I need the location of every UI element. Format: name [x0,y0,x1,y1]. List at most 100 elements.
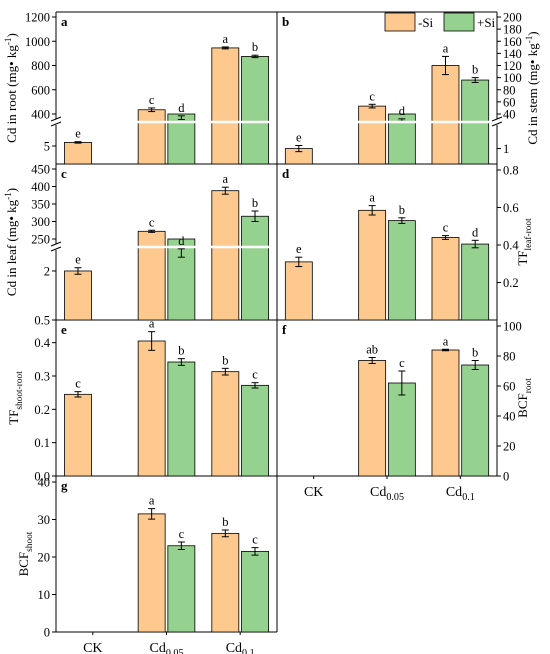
y-tick-label: 20 [38,551,51,565]
axis-break-slash [491,121,503,127]
y-tick-label: 100 [503,320,522,334]
panel-label: e [61,322,67,337]
axis-break-gap [52,244,60,250]
y-tick-label: 400 [31,180,50,194]
significance-letter: b [178,344,184,358]
axis-break-gap [52,119,60,125]
bar [431,65,460,165]
y-tick-label: 0.2 [503,276,519,290]
panel-d: d 0.2 0.4 0.6 0.8 TFleaf-root e a c b d [276,164,534,321]
bar [137,340,166,477]
significance-letter: d [178,234,185,248]
significance-letter: a [223,32,229,46]
y-tick-label: 1000 [25,35,50,49]
y-tick-label: 0.3 [34,370,50,384]
bar [167,361,196,477]
y-tick-label: 0.6 [503,201,519,215]
significance-letter: a [223,172,229,186]
x-tick-label: Cd0.1 [226,641,255,654]
significance-letter: a [149,317,155,331]
y-tick-label: 0.5 [34,314,50,328]
bar [211,47,240,165]
significance-letter: ab [366,343,378,357]
y-tick-label: 300 [31,215,50,229]
axis-break-slash [50,116,62,122]
y-tick-label: 80 [503,83,516,97]
significance-letter: c [149,215,155,229]
axis-break-gap [493,119,501,125]
y-tick-label: 1 [503,142,509,156]
bar [211,532,240,633]
y-tick-label: 5 [44,140,50,154]
significance-letter: c [399,356,405,370]
panel-label: a [61,14,68,29]
panel-a: a 400 600 800 1000 1200 5 Cd in root (mg• kg-1)… [3,11,278,165]
bar [461,243,490,321]
panel-label: c [61,166,67,181]
y-tick-label: 30 [38,513,51,527]
significance-letter: c [75,377,81,391]
significance-letter: b [222,353,228,367]
y-axis-title: Cd in leaf (mg• kg-1) [3,188,19,296]
significance-letter: e [296,242,302,256]
legend-swatch-plus-si [443,12,475,32]
significance-letter: a [443,41,449,55]
panel-label: d [282,166,290,181]
y-tick-label: 40 [503,410,516,424]
legend-label-minus-si: -Si [418,15,434,30]
significance-letter: b [472,63,478,77]
y-tick-label: 20 [503,440,516,454]
bar [64,141,92,165]
significance-letter: b [222,515,228,529]
y-tick-label: 350 [31,198,50,212]
bar [137,230,166,321]
y-tick-label: 120 [503,59,522,73]
panel-e: e 0.0 0.1 0.2 0.3 0.4 TFshoot-root c a b b c [6,317,278,484]
y-axis-title: Cd in stem (mg• kg-1) [524,31,540,144]
significance-letter: a [443,334,449,348]
panel-c: c 250 300 350 400 450 0.5 2 Cd in leaf (mg• kg-1… [3,163,278,328]
significance-letter: e [75,127,81,141]
significance-letter: e [75,253,81,267]
legend-label-plus-si: +Si [477,15,496,30]
y-tick-label: 60 [503,380,516,394]
y-tick-label: 0.0 [34,470,50,484]
bar [211,190,240,321]
bar [358,360,387,477]
y-tick-label: 400 [31,108,50,122]
y-tick-label: 0 [44,626,50,640]
y-tick-label: 200 [503,11,522,25]
y-tick-label: 80 [503,350,516,364]
significance-letter: b [472,346,478,360]
bar [137,109,166,165]
panel-label: f [282,322,287,337]
significance-letter: d [472,225,479,239]
bar [358,105,387,165]
y-tick-label: 1200 [25,11,50,25]
panel-label: b [282,14,289,29]
y-tick-label: 180 [503,23,522,37]
significance-letter: c [252,533,258,547]
significance-letter: a [369,191,375,205]
bar [241,215,269,321]
bar [387,220,416,321]
significance-letter: e [296,130,302,144]
bar [431,237,460,321]
y-tick-label: 450 [31,163,50,177]
bar [241,384,269,477]
bar [387,382,416,477]
y-tick-label: 0.8 [503,164,519,178]
y-tick-label: 600 [31,83,50,97]
y-tick-label: 40 [38,476,51,490]
significance-letter: b [252,196,258,210]
significance-letter: c [252,368,258,382]
y-tick-label: 60 [503,95,516,109]
bar [461,364,490,477]
significance-letter: c [179,527,185,541]
y-tick-label: 0 [503,470,509,484]
significance-letter: c [149,93,155,107]
y-tick-label: 10 [38,588,51,602]
x-tick-label: Cd0.1 [446,485,475,503]
significance-letter: d [399,104,406,118]
